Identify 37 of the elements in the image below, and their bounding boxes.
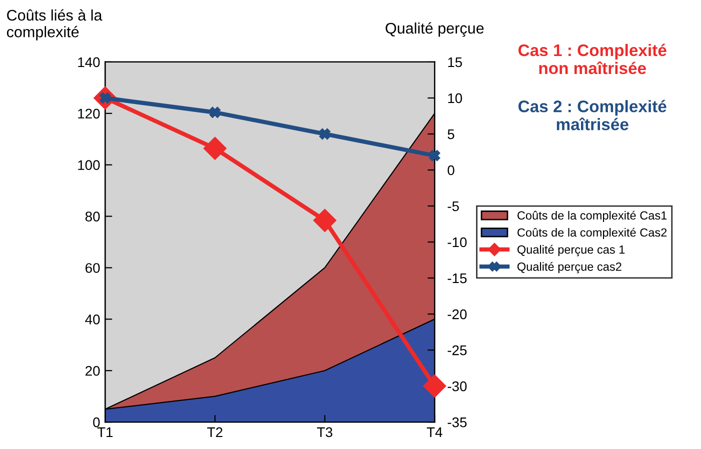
point: [423, 374, 446, 398]
legend-label: Coûts de la complexité Cas1: [518, 210, 667, 222]
y-tick-label: 60: [86, 263, 100, 273]
point: [429, 150, 440, 162]
y2-tick-label: 15: [448, 57, 462, 68]
y-axis-title: Coûts liés à la complexité: [6, 9, 102, 40]
legend-label: Qualité perçue cas 1: [517, 244, 625, 256]
y-tick-label: 40: [85, 314, 100, 324]
y-tick-label: 0: [93, 417, 100, 428]
x-tick-label: T2: [207, 427, 222, 437]
y2-tick-label: -15: [448, 274, 467, 284]
x-tick-label: T4: [426, 427, 442, 437]
y2-tick-label: 10: [448, 93, 462, 104]
text: Cas 1 : Complexité non maîtrisée: [518, 44, 666, 74]
y-tick-label: 140: [78, 57, 100, 68]
y-tick-label: 80: [85, 212, 100, 222]
text: Cas 2 : Complexité maîtrisée: [518, 100, 666, 130]
y2-tick-label: -10: [448, 237, 467, 248]
y2-tick-label: -20: [448, 309, 467, 320]
y2-tick-label: 0: [448, 165, 454, 176]
y-tick-label: 20: [86, 366, 100, 376]
x-tick-label: T3: [317, 427, 332, 438]
y2-tick-label: -5: [448, 201, 459, 212]
point: [203, 136, 226, 160]
legend-label: Coûts de la complexité Cas2: [518, 228, 667, 240]
point: [313, 208, 336, 232]
y-tick-label: 100: [78, 160, 100, 170]
y2-tick-label: -30: [448, 381, 467, 392]
point: [319, 128, 330, 140]
y2-tick-label: -25: [448, 345, 467, 356]
y2-tick-label: -35: [448, 417, 467, 428]
y-tick-label: 120: [78, 108, 100, 119]
x-tick-label: T1: [97, 427, 113, 437]
point: [209, 106, 221, 118]
legend-label: Qualité perçue cas2: [517, 262, 622, 274]
y2-tick-label: 5: [448, 129, 454, 140]
y2-axis-title: Qualité perçue: [386, 22, 484, 37]
